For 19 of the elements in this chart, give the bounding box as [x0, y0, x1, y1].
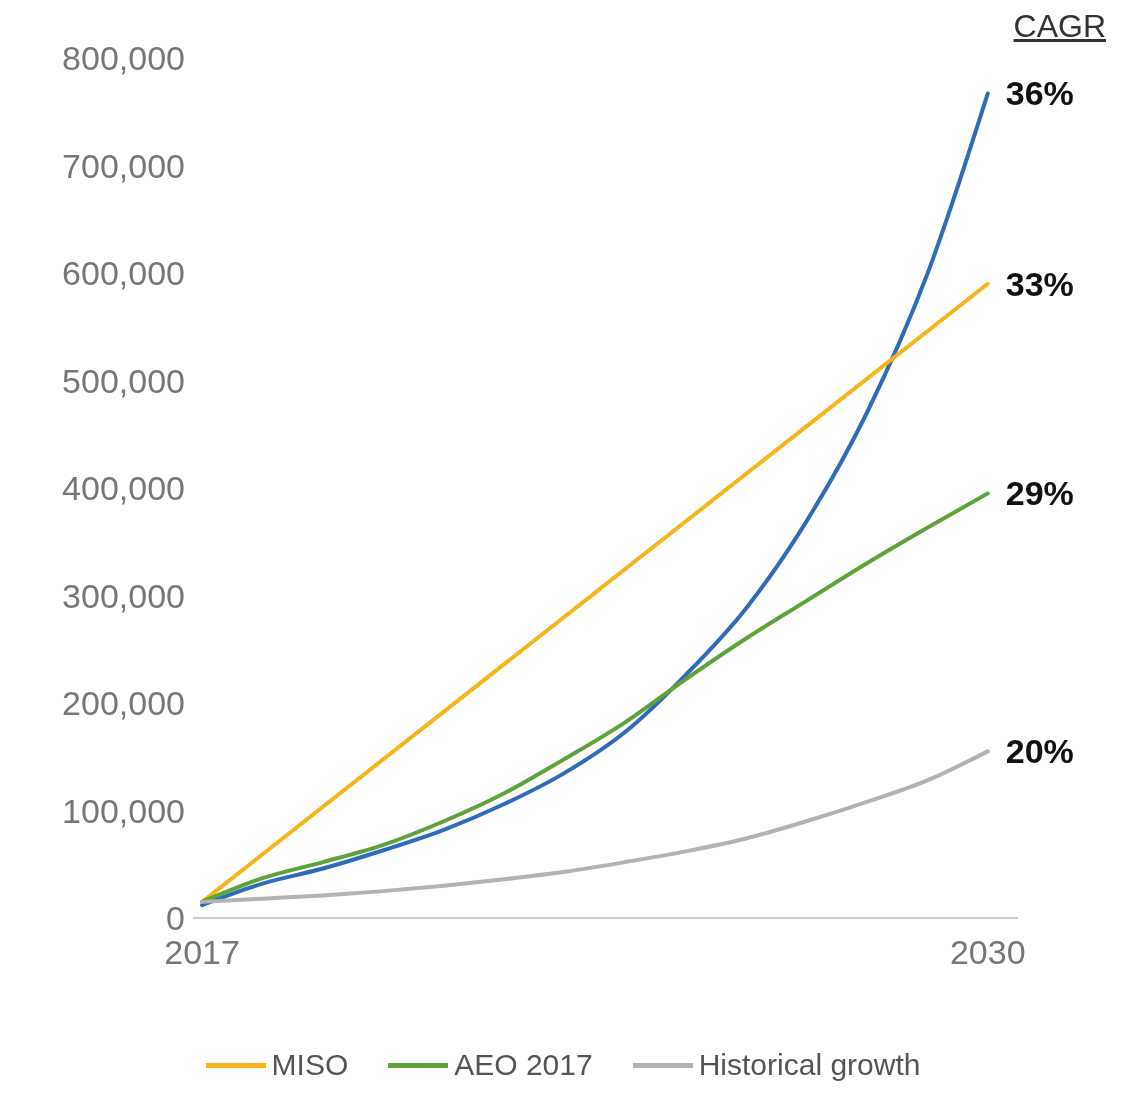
- y-tick-label: 100,000: [62, 791, 185, 830]
- y-tick-label: 200,000: [62, 684, 185, 723]
- y-tick-label: 600,000: [62, 254, 185, 293]
- y-tick-label: 300,000: [62, 576, 185, 615]
- text: CAGR: [1013, 8, 1106, 45]
- legend-label: MISO: [271, 1048, 349, 1082]
- annotation: 29%: [1005, 474, 1074, 513]
- legend-label: Historical growth: [698, 1048, 921, 1082]
- y-tick-label: 500,000: [62, 361, 185, 400]
- line-series: [200, 749, 990, 904]
- line-series: [200, 91, 990, 908]
- legend-label: AEO 2017: [454, 1048, 593, 1082]
- annotation: 33%: [1005, 264, 1074, 303]
- y-tick-label: 400,000: [62, 469, 185, 508]
- x-tick-label: 2030: [949, 933, 1026, 972]
- annotation: 36%: [1005, 74, 1074, 113]
- y-tick-label: 700,000: [62, 146, 185, 185]
- y-tick-label: 800,000: [62, 39, 185, 78]
- annotation: 20%: [1005, 732, 1074, 771]
